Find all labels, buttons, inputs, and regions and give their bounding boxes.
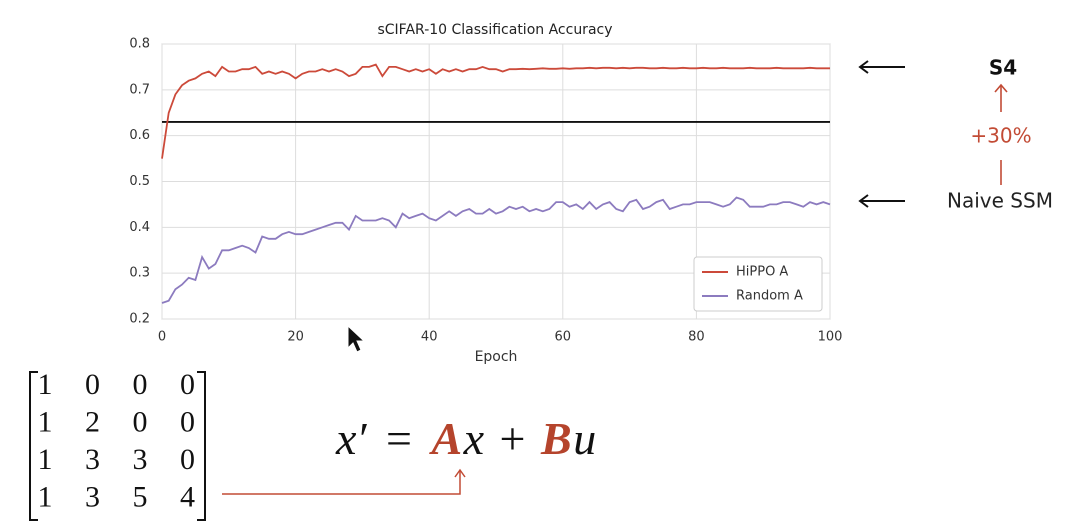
x-tick-label: 20 (287, 330, 304, 345)
matrix-entry: 0 (180, 368, 195, 401)
x-axis-label: Epoch (475, 349, 518, 365)
x-tick-label: 0 (158, 330, 166, 345)
y-tick-label: 0.4 (129, 220, 150, 235)
eq-plus: + (500, 413, 526, 464)
matrix-entry: 0 (85, 368, 100, 401)
cursor (347, 324, 366, 353)
y-tick-label: 0.5 (129, 174, 150, 189)
y-tick-label: 0.2 (129, 312, 150, 327)
x-tick-label: 100 (818, 330, 843, 345)
eq-u: u (573, 413, 596, 464)
matrix-entry: 0 (180, 405, 195, 438)
eq-b: B (540, 413, 572, 464)
y-tick-label: 0.6 (129, 128, 150, 143)
chart-title: sCIFAR-10 Classification Accuracy (377, 22, 612, 38)
y-tick-label: 0.7 (129, 82, 150, 97)
matrix-entry: 3 (85, 480, 100, 513)
x-tick-label: 80 (688, 330, 705, 345)
matrix-arrow (222, 468, 466, 495)
eq-a: A (428, 413, 462, 464)
naive-label: Naive SSM (947, 189, 1053, 213)
matrix-entry: 3 (133, 443, 148, 476)
eq-x-prime: x′ (335, 413, 367, 464)
matrix-entry: 0 (133, 368, 148, 401)
matrix: 1 0 0 01 2 0 01 3 3 01 3 5 4 (38, 368, 196, 514)
arrows (858, 60, 905, 208)
improvement-label: +30% (970, 124, 1031, 148)
x-tick-label: 60 (555, 330, 572, 345)
matrix-entry: 3 (85, 443, 100, 476)
matrix-entry: 0 (180, 443, 195, 476)
matrix-brackets (29, 371, 206, 521)
matrix-entry: 1 (38, 443, 53, 476)
matrix-entry: 0 (133, 405, 148, 438)
legend-label: HiPPO A (736, 265, 788, 280)
matrix-entry: 1 (38, 368, 53, 401)
series-line (161, 63, 830, 159)
eq-equals: = (386, 413, 412, 464)
matrix-entry: 2 (85, 405, 100, 438)
matrix-entry: 4 (180, 480, 195, 513)
y-tick-label: 0.8 (129, 37, 150, 52)
x-tick-label: 40 (421, 330, 438, 345)
legend-box (693, 256, 823, 312)
up-arrow (994, 83, 1008, 185)
equation: x′ = A x + B u (335, 413, 596, 464)
matrix-entry: 5 (133, 480, 148, 513)
matrix-entry: 1 (38, 405, 53, 438)
s4-label: S4 (989, 56, 1017, 80)
matrix-entry: 1 (38, 480, 53, 513)
series-line (161, 196, 831, 304)
legend-label: Random A (736, 289, 803, 304)
y-tick-label: 0.3 (129, 266, 150, 281)
eq-x: x (463, 413, 485, 464)
